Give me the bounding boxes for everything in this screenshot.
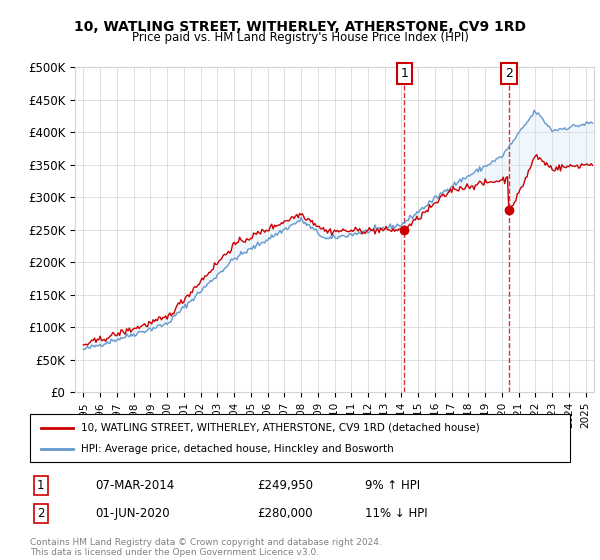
Text: 10, WATLING STREET, WITHERLEY, ATHERSTONE, CV9 1RD: 10, WATLING STREET, WITHERLEY, ATHERSTON… bbox=[74, 20, 526, 34]
Text: 01-JUN-2020: 01-JUN-2020 bbox=[95, 507, 169, 520]
Text: 1: 1 bbox=[37, 479, 44, 492]
Text: Contains HM Land Registry data © Crown copyright and database right 2024.
This d: Contains HM Land Registry data © Crown c… bbox=[30, 538, 382, 557]
Text: 10, WATLING STREET, WITHERLEY, ATHERSTONE, CV9 1RD (detached house): 10, WATLING STREET, WITHERLEY, ATHERSTON… bbox=[82, 423, 480, 433]
Text: 07-MAR-2014: 07-MAR-2014 bbox=[95, 479, 174, 492]
Text: £280,000: £280,000 bbox=[257, 507, 313, 520]
Text: 11% ↓ HPI: 11% ↓ HPI bbox=[365, 507, 427, 520]
Text: Price paid vs. HM Land Registry's House Price Index (HPI): Price paid vs. HM Land Registry's House … bbox=[131, 31, 469, 44]
Text: 9% ↑ HPI: 9% ↑ HPI bbox=[365, 479, 420, 492]
Text: 2: 2 bbox=[505, 67, 513, 80]
Text: 2: 2 bbox=[37, 507, 44, 520]
Text: HPI: Average price, detached house, Hinckley and Bosworth: HPI: Average price, detached house, Hinc… bbox=[82, 444, 394, 454]
Text: 1: 1 bbox=[400, 67, 408, 80]
Text: £249,950: £249,950 bbox=[257, 479, 313, 492]
FancyBboxPatch shape bbox=[30, 414, 570, 462]
